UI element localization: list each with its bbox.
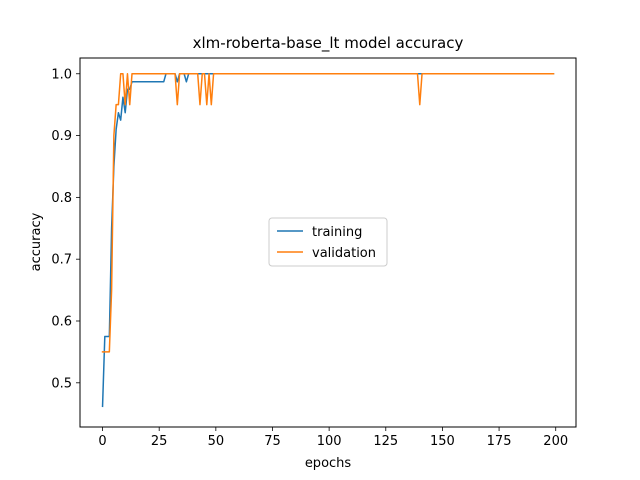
x-tick-label: 75 (264, 434, 281, 449)
y-tick-label: 0.7 (51, 253, 72, 268)
x-axis: 0 25 50 75 100 125 150 175 200 (98, 427, 568, 449)
x-tick-label: 0 (98, 434, 106, 449)
series-line-validation (101, 73, 555, 353)
y-tick-label: 0.9 (51, 129, 72, 144)
x-axis-label: epochs (305, 456, 352, 471)
x-tick-label: 200 (543, 434, 568, 449)
legend: training validation (268, 217, 388, 267)
plot-frame (79, 57, 577, 428)
y-tick-label: 0.5 (51, 376, 72, 391)
x-tick-label: 100 (317, 434, 342, 449)
x-tick-label: 125 (373, 434, 398, 449)
series-layer (101, 73, 555, 408)
y-tick-label: 0.8 (51, 191, 72, 206)
legend-label-validation: validation (312, 246, 376, 261)
x-tick-label: 50 (208, 434, 225, 449)
legend-label-training: training (312, 225, 362, 240)
y-tick-label: 0.6 (51, 314, 72, 329)
x-tick-label: 25 (151, 434, 168, 449)
x-tick-label: 150 (430, 434, 455, 449)
y-tick-label: 1.0 (51, 67, 72, 82)
chart-title: xlm-roberta-base_lt model accuracy (193, 34, 464, 53)
legend-box (268, 217, 388, 267)
x-tick-label: 175 (487, 434, 512, 449)
y-axis: 0.5 0.6 0.7 0.8 0.9 1.0 (51, 67, 80, 391)
y-axis-label: accuracy (29, 212, 44, 271)
